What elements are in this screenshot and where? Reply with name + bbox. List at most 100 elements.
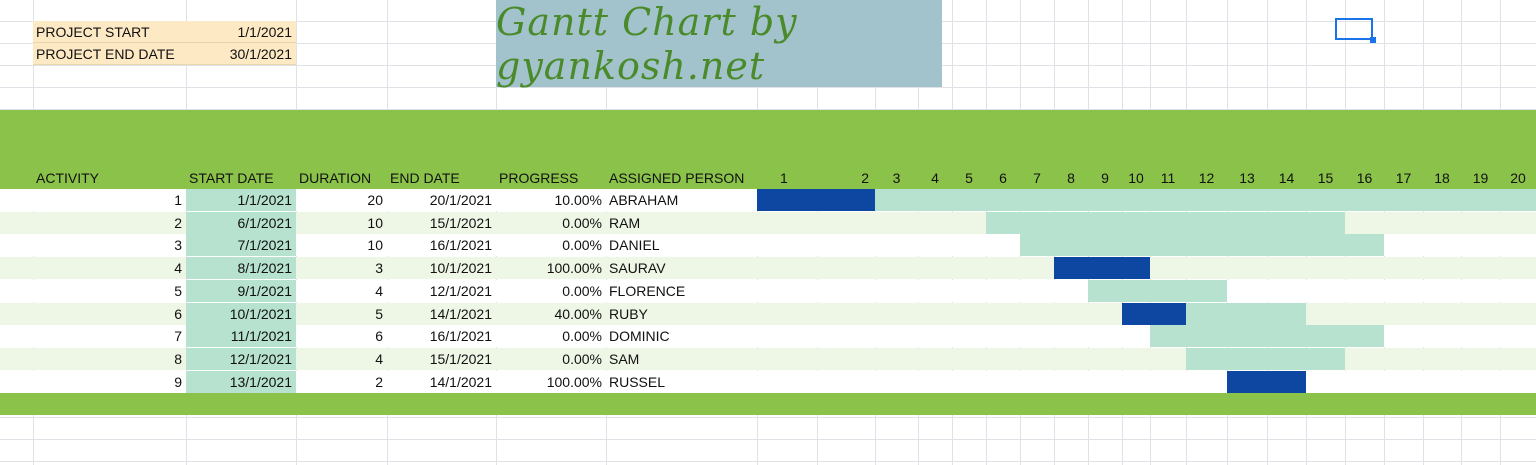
duration-cell[interactable]: 3 (375, 260, 383, 276)
duration-cell[interactable]: 4 (375, 351, 383, 367)
row-background (0, 348, 1536, 370)
project-start-value[interactable]: 1/1/2021 (186, 21, 296, 43)
assigned-person-cell[interactable]: ABRAHAM (609, 192, 679, 208)
project-start-label[interactable]: PROJECT START DATE (33, 21, 186, 62)
assigned-person-cell[interactable]: DANIEL (609, 237, 660, 253)
end-date-cell[interactable]: 15/1/2021 (429, 215, 492, 231)
day-header-20[interactable]: 20 (1510, 170, 1526, 186)
selected-cell[interactable] (1335, 18, 1373, 40)
progress-bar (1122, 303, 1186, 325)
day-header-12[interactable]: 12 (1198, 170, 1215, 186)
end-date-cell[interactable]: 15/1/2021 (429, 351, 492, 367)
start-date-cell[interactable]: 11/1/2021 (230, 328, 292, 344)
activity-cell[interactable]: 8 (174, 351, 182, 367)
progress-cell[interactable]: 40.00% (554, 306, 602, 322)
duration-cell[interactable]: 5 (375, 306, 383, 322)
assigned-person-cell[interactable]: SAM (609, 351, 640, 367)
activity-cell[interactable]: 9 (174, 374, 182, 390)
project-end-label[interactable]: PROJECT END DATE (33, 43, 186, 65)
progress-cell[interactable]: 0.00% (562, 237, 602, 253)
day-header-18[interactable]: 18 (1434, 170, 1450, 186)
start-date-cell[interactable]: 9/1/2021 (237, 283, 293, 299)
start-date-cell[interactable]: 1/1/2021 (237, 192, 293, 208)
start-date-cell-bg (186, 303, 296, 325)
planned-bar (986, 212, 1345, 234)
duration-cell[interactable]: 20 (367, 192, 383, 208)
row-background (0, 257, 1536, 279)
assigned-person-cell[interactable]: DOMINIC (609, 328, 670, 344)
progress-cell[interactable]: 0.00% (562, 283, 602, 299)
day-header-13[interactable]: 13 (1239, 170, 1255, 186)
day-header-9[interactable]: 9 (1101, 170, 1109, 186)
start-date-cell[interactable]: 10/1/2021 (229, 306, 292, 322)
project-end-value[interactable]: 30/1/2021 (186, 43, 296, 65)
day-header-8[interactable]: 8 (1067, 170, 1075, 186)
progress-cell[interactable]: 10.00% (554, 192, 602, 208)
activity-cell[interactable]: 4 (174, 260, 182, 276)
start-date-cell-bg (186, 212, 296, 234)
duration-cell[interactable]: 10 (367, 237, 383, 253)
activity-cell[interactable]: 1 (174, 192, 182, 208)
header-start-date[interactable]: START DATE (189, 170, 274, 186)
header-duration[interactable]: DURATION (299, 170, 372, 186)
duration-cell[interactable]: 10 (367, 215, 383, 231)
header-activity[interactable]: ACTIVITY (36, 170, 100, 186)
fill-handle[interactable] (1370, 37, 1376, 43)
day-header-17[interactable]: 17 (1395, 170, 1412, 186)
end-date-cell[interactable]: 16/1/2021 (429, 328, 492, 344)
assigned-person-cell[interactable]: FLORENCE (609, 283, 686, 299)
start-date-cell[interactable]: 13/1/2021 (229, 374, 292, 390)
assigned-person-cell[interactable]: RUSSEL (609, 374, 666, 390)
day-header-4[interactable]: 4 (931, 170, 939, 186)
assigned-person-cell[interactable]: SAURAV (609, 260, 666, 276)
start-date-cell[interactable]: 7/1/2021 (237, 237, 293, 253)
progress-cell[interactable]: 0.00% (562, 215, 602, 231)
assigned-person-cell[interactable]: RAM (609, 215, 641, 231)
day-header-16[interactable]: 16 (1356, 170, 1373, 186)
end-date-cell[interactable]: 14/1/2021 (429, 374, 492, 390)
duration-cell[interactable]: 6 (375, 328, 383, 344)
activity-cell[interactable]: 5 (174, 283, 182, 299)
assigned-person-cell[interactable]: RUBY (609, 306, 648, 322)
day-header-14[interactable]: 14 (1278, 170, 1295, 186)
progress-cell[interactable]: 100.00% (546, 260, 602, 276)
start-date-cell[interactable]: 12/1/2021 (229, 351, 292, 367)
day-header-2[interactable]: 2 (861, 170, 869, 186)
start-date-cell[interactable]: 6/1/2021 (237, 215, 293, 231)
end-date-cell[interactable]: 10/1/2021 (429, 260, 492, 276)
start-date-cell[interactable]: 8/1/2021 (237, 260, 293, 276)
title-text: Gantt Chart by gyankosh.net (496, 0, 798, 88)
activity-cell[interactable]: 3 (174, 237, 182, 253)
day-header-1[interactable]: 1 (780, 170, 788, 186)
activity-cell[interactable]: 2 (174, 215, 182, 231)
header-progress[interactable]: PROGRESS (499, 170, 579, 186)
day-header-11[interactable]: 11 (1160, 170, 1176, 186)
header-assigned-person[interactable]: ASSIGNED PERSON (609, 170, 745, 186)
day-header-3[interactable]: 3 (892, 170, 901, 186)
progress-bar (1054, 257, 1150, 279)
planned-bar (1186, 348, 1345, 370)
day-header-6[interactable]: 6 (999, 170, 1007, 186)
day-header-5[interactable]: 5 (965, 170, 973, 186)
start-date-cell-bg (186, 189, 296, 211)
day-header-10[interactable]: 10 (1128, 170, 1144, 186)
progress-cell[interactable]: 100.00% (546, 374, 602, 390)
end-date-cell[interactable]: 16/1/2021 (429, 237, 492, 253)
activity-cell[interactable]: 6 (174, 306, 182, 322)
header-end-date[interactable]: END DATE (390, 170, 460, 186)
end-date-cell[interactable]: 14/1/2021 (429, 306, 492, 322)
end-date-cell[interactable]: 20/1/2021 (429, 192, 492, 208)
duration-cell[interactable]: 4 (375, 283, 383, 299)
day-header-7[interactable]: 7 (1033, 170, 1041, 186)
duration-cell[interactable]: 2 (375, 374, 383, 390)
row-background (0, 371, 1536, 393)
progress-cell[interactable]: 0.00% (562, 328, 602, 344)
day-header-19[interactable]: 19 (1472, 170, 1489, 186)
day-header-15[interactable]: 15 (1317, 170, 1334, 186)
end-date-cell[interactable]: 12/1/2021 (429, 283, 492, 299)
title-banner[interactable]: Gantt Chart by gyankosh.net (496, 0, 942, 88)
progress-cell[interactable]: 0.00% (562, 351, 602, 367)
activity-cell[interactable]: 7 (174, 328, 182, 344)
